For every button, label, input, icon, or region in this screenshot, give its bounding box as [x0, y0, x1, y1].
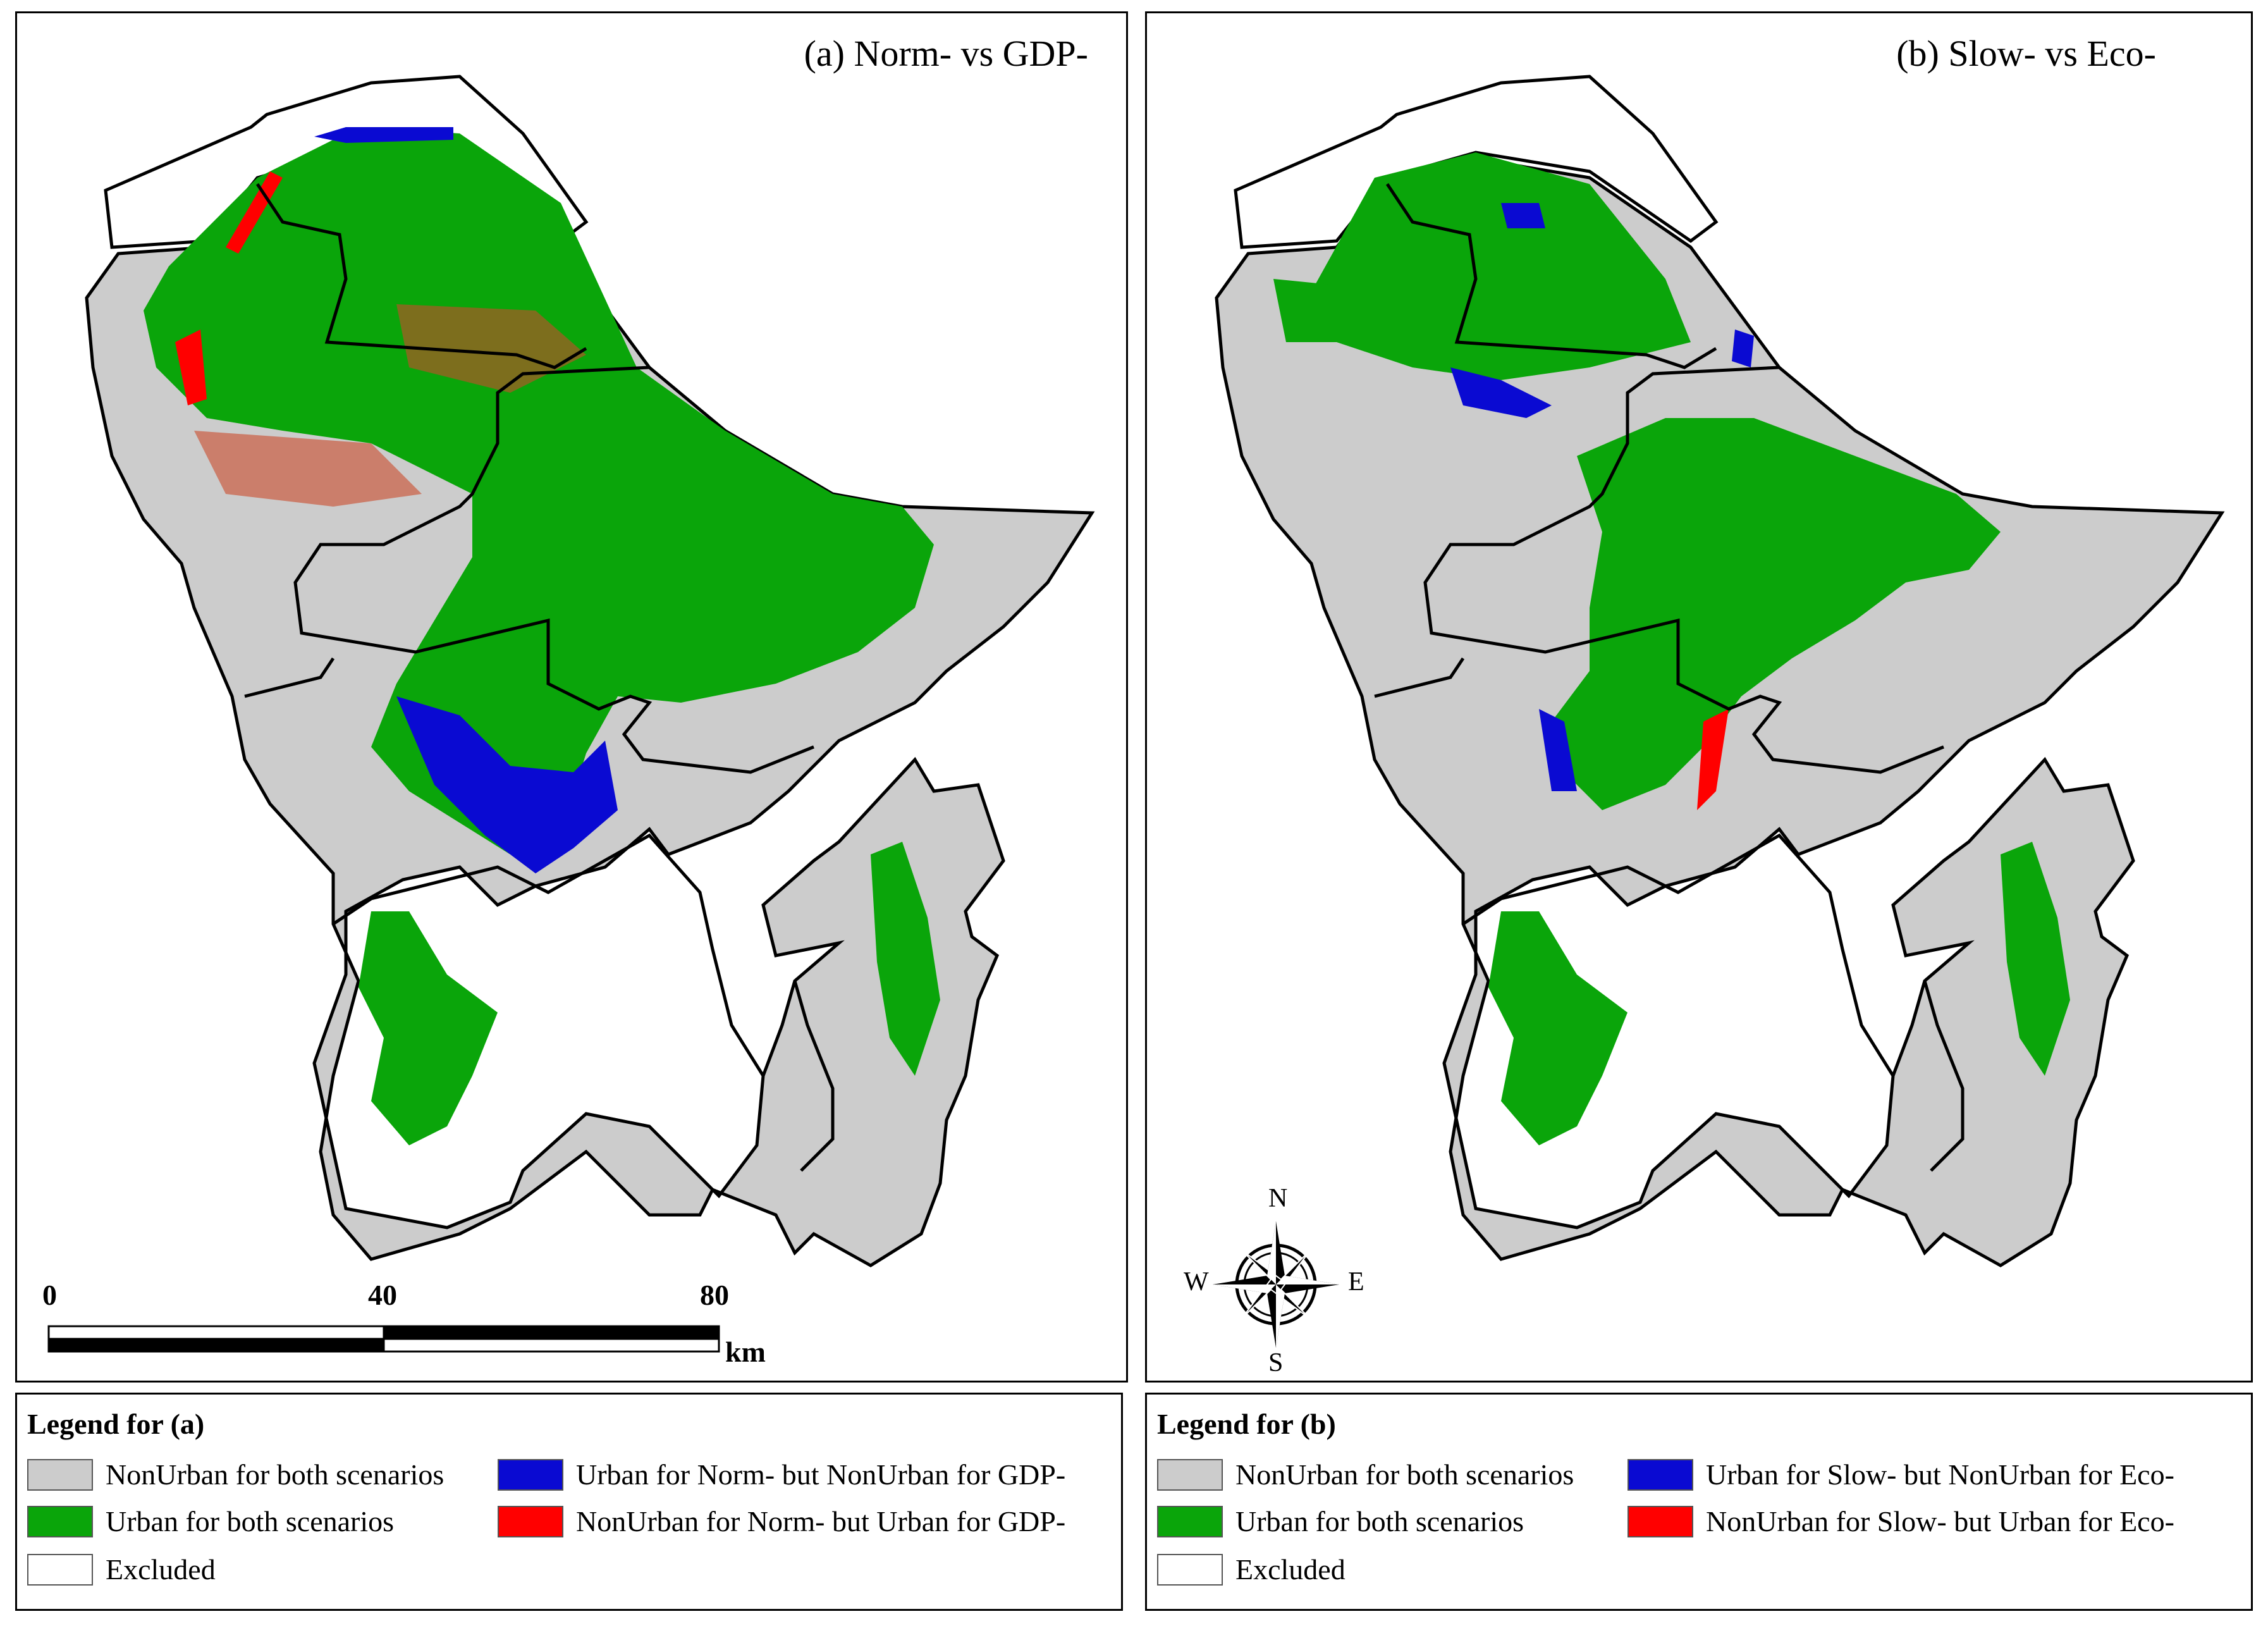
legend-b-label-excluded: Excluded [1235, 1553, 1345, 1586]
map-a-gdp-only-area [226, 171, 283, 254]
legend-b-title: Legend for (b) [1157, 1408, 1336, 1440]
map-a-mixed-red-west [194, 431, 422, 507]
legend-a-swatch-gdp-only [498, 1505, 563, 1537]
scale-bar [47, 1325, 720, 1353]
map-a-norm-only-top [314, 127, 453, 143]
legend-b-item-nonurban-both: NonUrban for both scenarios [1157, 1458, 1574, 1491]
map-b-region [1215, 75, 2225, 1267]
legend-b-item-urban-both: Urban for both scenarios [1157, 1505, 1524, 1538]
map-a-urban-area [144, 127, 934, 854]
compass-label-w: W [1184, 1267, 1209, 1296]
compass-label-s: S [1268, 1348, 1284, 1377]
legend-a-title: Legend for (a) [27, 1408, 205, 1440]
legend-b-swatch-excluded [1157, 1553, 1223, 1586]
legend-a-item-excluded: Excluded [27, 1553, 216, 1586]
map-b-slow-only-area [1450, 367, 1552, 418]
map-a-gdp-only-west [175, 330, 207, 405]
scale-tick-80: 80 [700, 1279, 729, 1311]
legend-a-swatch-excluded [27, 1553, 93, 1586]
legend-b-swatch-eco-only [1627, 1505, 1693, 1537]
map-a [47, 75, 1095, 1353]
map-a-region [85, 75, 1095, 1267]
legend-b-label-eco-only: NonUrban for Slow- but Urban for Eco- [1706, 1505, 2174, 1537]
map-b-slow-only-north [1501, 203, 1545, 228]
compass-star-highlight [1213, 1221, 1339, 1348]
scale-bar-segment-1-bottom [47, 1338, 385, 1353]
map-panel-a: (a) Norm- vs GDP- [15, 11, 1128, 1383]
scale-bar-segment-1-top [47, 1325, 385, 1340]
scale-bar-segment-2-bottom [383, 1338, 720, 1353]
legend-b-swatch-nonurban-both [1157, 1458, 1223, 1491]
map-b-eco-only-area [1697, 709, 1729, 810]
map-b-urban-north [1311, 152, 1691, 380]
legend-b-item-slow-only: Urban for Slow- but NonUrban for Eco- [1627, 1458, 2174, 1491]
map-b-urban-patch-south [1488, 911, 1627, 1145]
map-b [1213, 75, 2225, 1348]
map-b-excluded-area [1234, 75, 1719, 249]
map-panel-b: (b) Slow- vs Eco- N S W E [1145, 11, 2253, 1383]
map-b-urban-west [1273, 279, 1337, 342]
map-a-district-boundaries [244, 183, 835, 1172]
scale-bar-segment-2-top [383, 1325, 720, 1340]
legend-a-swatch-nonurban-both [27, 1458, 93, 1491]
compass-rose [1213, 1221, 1339, 1348]
map-b-district-boundaries [1374, 183, 1965, 1172]
map-a-mixed-red-green [396, 304, 586, 393]
map-b-slow-only-east [1732, 330, 1754, 367]
scale-tick-40: 40 [368, 1279, 397, 1311]
legend-a-swatch-norm-only [498, 1458, 563, 1491]
map-b-urban-patch-east [2001, 842, 2070, 1076]
legend-b-item-excluded: Excluded [1157, 1553, 1345, 1586]
legend-a-label-gdp-only: NonUrban for Norm- but Urban for GDP- [576, 1505, 1066, 1537]
panel-a-title: (a) Norm- vs GDP- [804, 33, 1088, 74]
legend-b-label-urban-both: Urban for both scenarios [1235, 1505, 1524, 1537]
legend-a-item-urban-both: Urban for both scenarios [27, 1505, 394, 1538]
legend-a-label-urban-both: Urban for both scenarios [106, 1505, 395, 1537]
legend-a: Legend for (a) NonUrban for both scenari… [15, 1393, 1123, 1611]
legend-a-label-excluded: Excluded [106, 1553, 216, 1586]
map-b-slow-only-south [1539, 709, 1577, 791]
legend-b-label-nonurban-both: NonUrban for both scenarios [1235, 1458, 1574, 1491]
legend-b-swatch-urban-both [1157, 1505, 1223, 1537]
compass-label-n: N [1268, 1184, 1288, 1213]
compass-label-e: E [1348, 1267, 1364, 1296]
legend-b-item-eco-only: NonUrban for Slow- but Urban for Eco- [1627, 1505, 2174, 1538]
legend-b: Legend for (b) NonUrban for both scenari… [1145, 1393, 2253, 1611]
map-a-urban-patch-south [359, 911, 498, 1145]
legend-a-label-nonurban-both: NonUrban for both scenarios [106, 1458, 444, 1491]
panel-b-title: (b) Slow- vs Eco- [1896, 33, 2156, 74]
scale-tick-0: 0 [42, 1279, 57, 1311]
map-b-urban-central [1552, 418, 2001, 810]
legend-a-swatch-urban-both [27, 1505, 93, 1537]
scale-unit: km [725, 1336, 766, 1368]
map-a-norm-only-area [396, 696, 618, 873]
legend-a-item-norm-only: Urban for Norm- but NonUrban for GDP- [498, 1458, 1065, 1491]
legend-a-item-gdp-only: NonUrban for Norm- but Urban for GDP- [498, 1505, 1065, 1538]
legend-a-label-norm-only: Urban for Norm- but NonUrban for GDP- [576, 1458, 1066, 1491]
legend-b-swatch-slow-only [1627, 1458, 1693, 1491]
map-a-urban-patch-east [871, 842, 940, 1076]
legend-b-label-slow-only: Urban for Slow- but NonUrban for Eco- [1706, 1458, 2174, 1491]
legend-a-item-nonurban-both: NonUrban for both scenarios [27, 1458, 444, 1491]
